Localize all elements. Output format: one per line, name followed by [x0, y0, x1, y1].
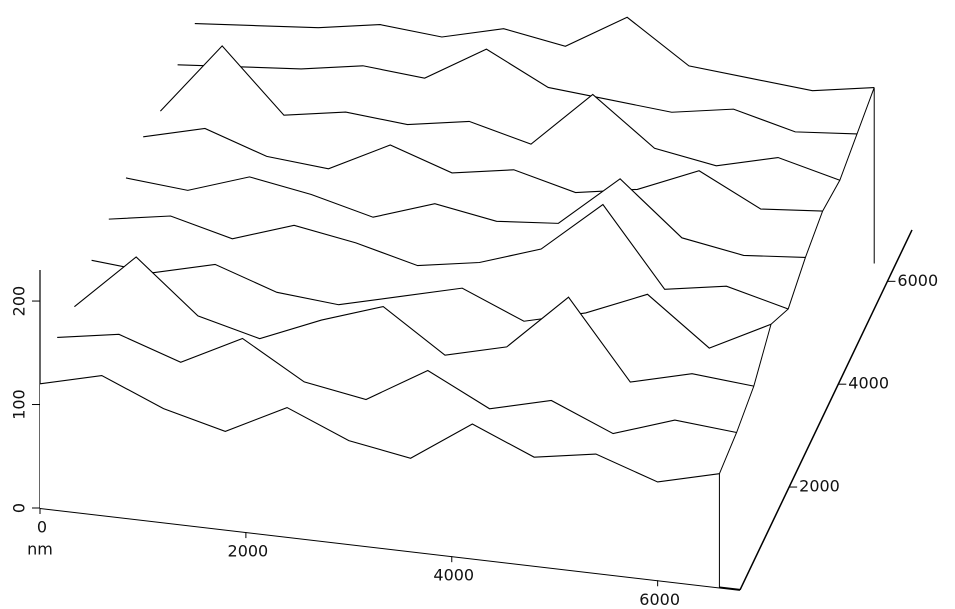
- surface-profile: [91, 259, 772, 349]
- y-axis: [739, 229, 913, 591]
- x-unit: nm: [27, 540, 53, 559]
- y-tick-label: 6000: [897, 271, 938, 290]
- z-tick-label: 0: [10, 503, 29, 513]
- y-tick-label: 4000: [848, 374, 889, 393]
- surface-profile: [194, 16, 875, 92]
- z-tick-label: 100: [10, 389, 29, 420]
- y-tick-label: 2000: [799, 477, 840, 496]
- surface-occluder: [40, 375, 720, 588]
- surface-profile: [74, 256, 754, 387]
- surface-profile: [125, 176, 806, 258]
- surface-profile: [108, 203, 789, 310]
- z-tick-label: 200: [10, 286, 29, 317]
- x-tick-label: 4000: [433, 566, 474, 585]
- surface-profile: [143, 127, 823, 212]
- surface-profile: [57, 333, 737, 435]
- right-edge: [718, 87, 875, 588]
- x-tick-label: 6000: [639, 590, 680, 609]
- surface-profile: [39, 374, 720, 483]
- x-tick-label: 2000: [228, 542, 269, 561]
- surface-profile: [160, 45, 841, 181]
- surface-profile: [177, 48, 858, 135]
- x-tick-label: 0: [37, 518, 47, 537]
- x-axis: [39, 507, 741, 591]
